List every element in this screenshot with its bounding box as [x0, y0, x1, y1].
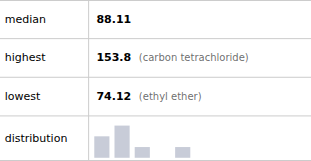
svg-text:88.11: 88.11	[96, 13, 131, 26]
svg-text:(carbon tetrachloride): (carbon tetrachloride)	[139, 52, 249, 63]
svg-text:74.12: 74.12	[96, 90, 131, 103]
svg-text:lowest: lowest	[5, 90, 41, 103]
svg-text:highest: highest	[5, 51, 46, 64]
svg-text:153.8: 153.8	[96, 51, 131, 64]
svg-text:median: median	[5, 13, 46, 26]
svg-text:distribution: distribution	[5, 132, 68, 145]
svg-text:(ethyl ether): (ethyl ether)	[139, 91, 202, 102]
